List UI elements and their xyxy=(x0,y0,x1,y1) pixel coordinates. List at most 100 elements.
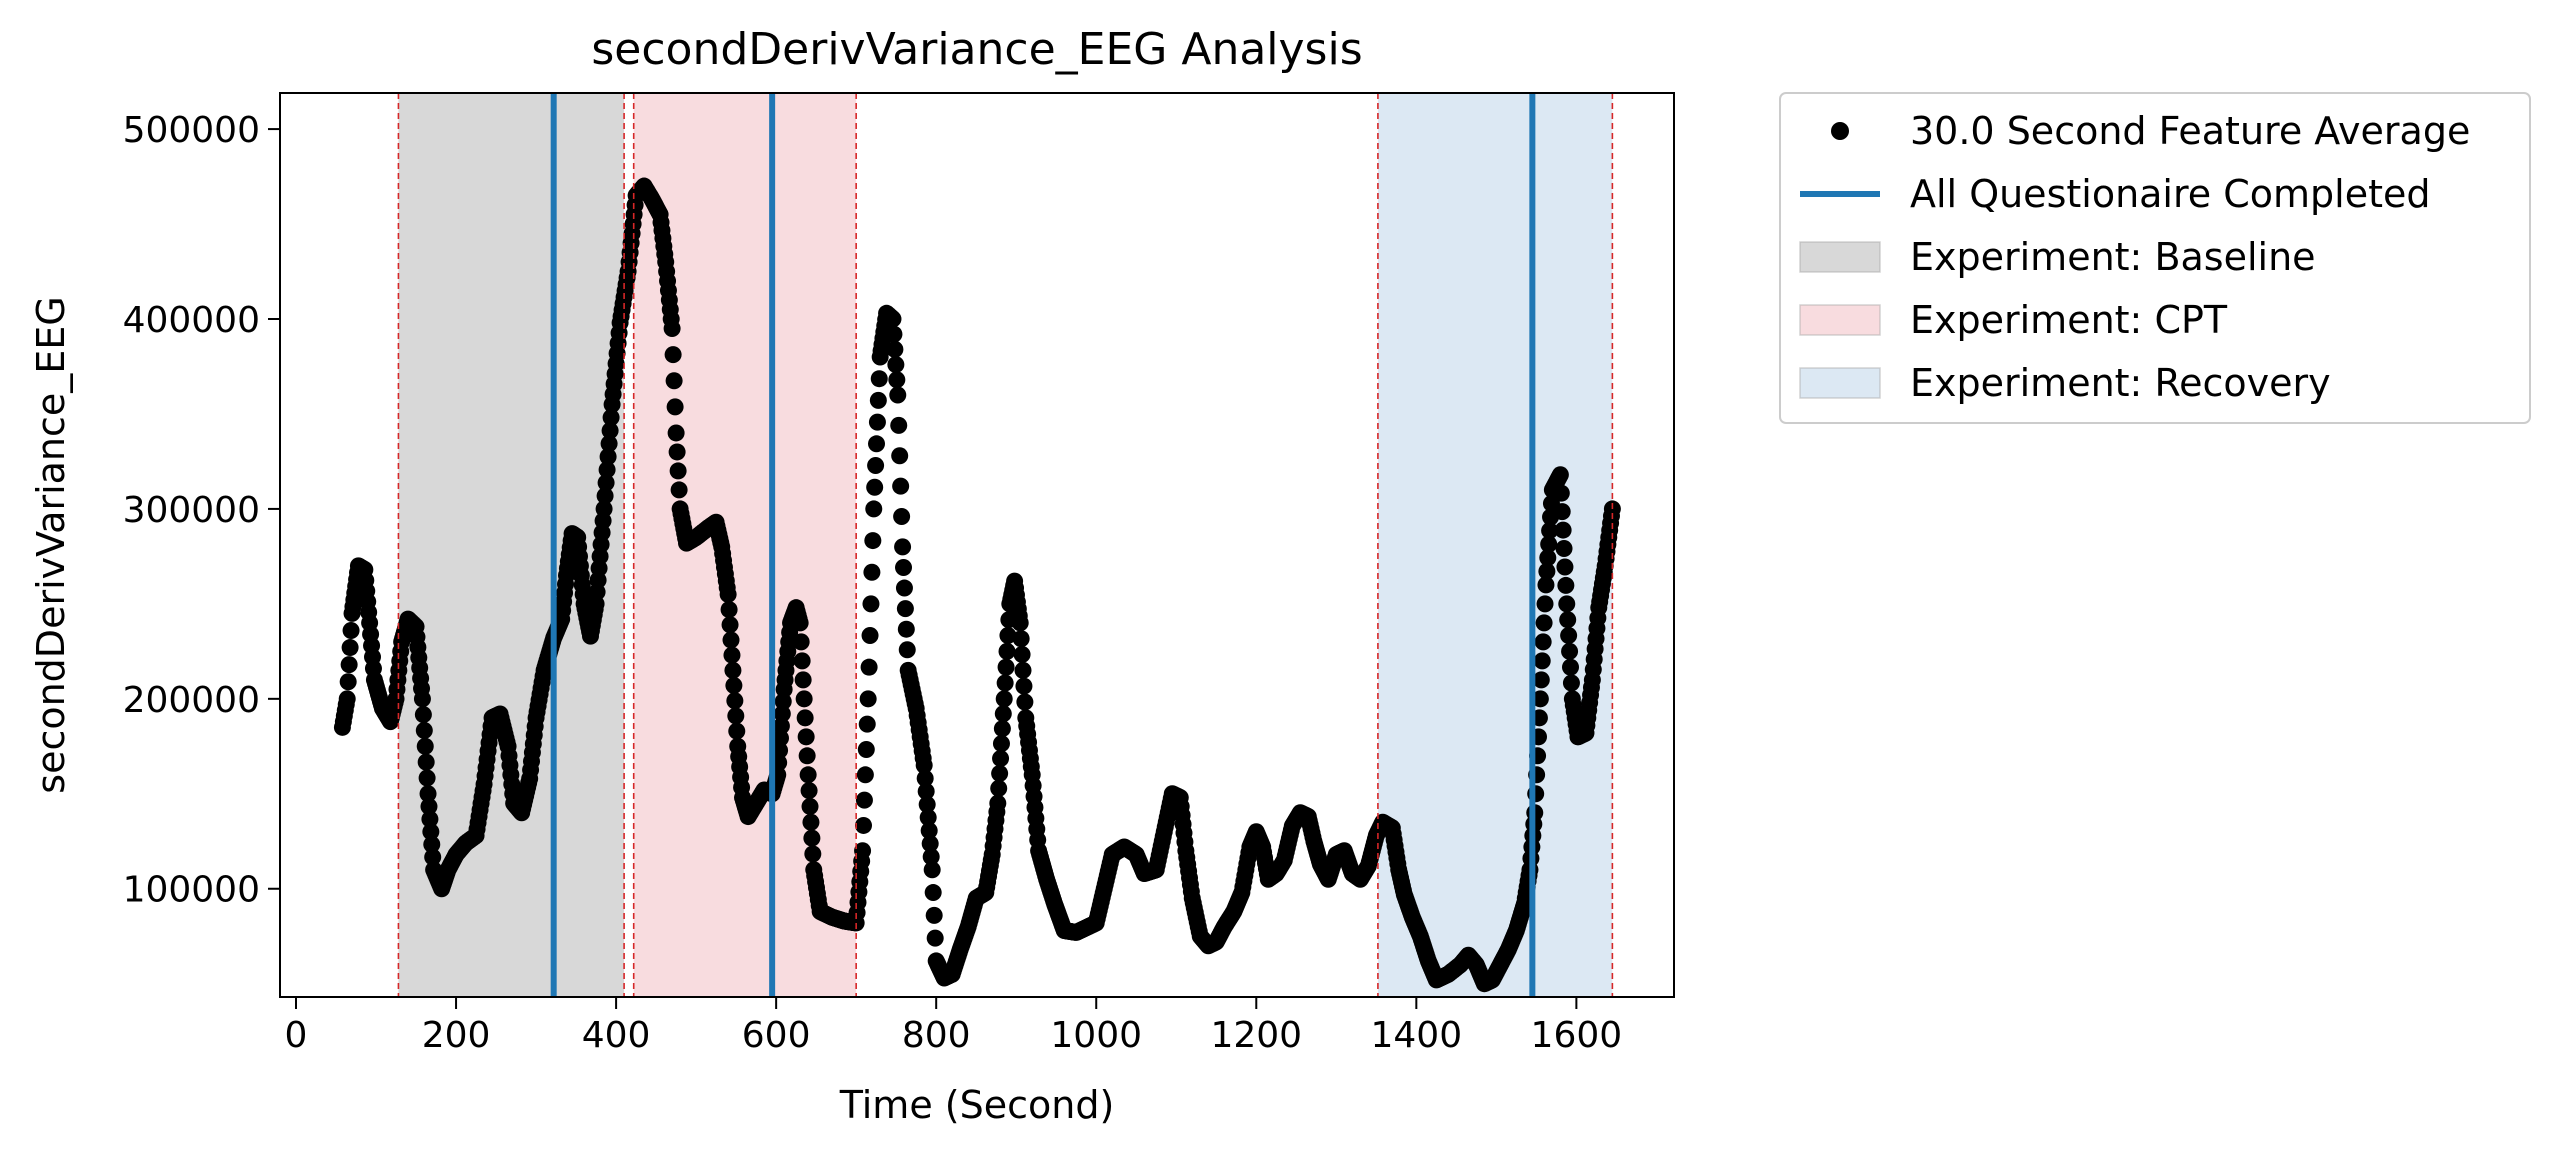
data-point xyxy=(1560,627,1578,645)
data-point xyxy=(727,707,745,725)
data-point xyxy=(887,356,905,374)
data-point xyxy=(921,835,939,853)
data-point xyxy=(1541,522,1559,540)
data-point xyxy=(1557,576,1575,594)
legend-patch-icon xyxy=(1799,241,1881,273)
data-point xyxy=(596,487,614,505)
data-point xyxy=(666,398,684,416)
data-point xyxy=(1562,658,1580,676)
data-point xyxy=(991,764,1009,782)
data-point xyxy=(995,690,1013,708)
data-point xyxy=(598,461,616,479)
x-axis-ticks: 0 200 400 600 800 1000 1200 1400 1600 xyxy=(285,997,1622,1056)
data-point xyxy=(791,614,809,632)
data-point xyxy=(723,646,741,664)
data-point xyxy=(1536,595,1554,613)
data-point xyxy=(1561,642,1579,660)
data-point xyxy=(424,848,442,866)
data-point xyxy=(864,532,882,550)
data-point xyxy=(994,705,1012,723)
data-point xyxy=(801,797,819,815)
data-point xyxy=(423,835,441,853)
data-point xyxy=(1534,633,1552,651)
data-point xyxy=(860,658,878,676)
data-point xyxy=(1537,576,1555,594)
data-point xyxy=(868,435,886,453)
data-point xyxy=(915,756,933,774)
data-point xyxy=(858,715,876,733)
legend-label: Experiment: Baseline xyxy=(1910,235,2316,279)
data-point xyxy=(869,391,887,409)
data-point xyxy=(798,747,816,765)
data-point xyxy=(1559,611,1577,629)
y-tick-label: 500000 xyxy=(123,110,260,151)
data-point xyxy=(418,769,436,787)
data-point xyxy=(722,631,740,649)
data-point xyxy=(602,409,620,427)
data-point xyxy=(799,766,817,784)
data-point xyxy=(1555,540,1573,558)
data-point xyxy=(1014,661,1032,679)
data-point xyxy=(719,585,737,603)
questionnaire-lines xyxy=(550,93,1536,997)
x-tick-label: 1200 xyxy=(1210,1015,1302,1056)
data-point xyxy=(920,822,938,840)
data-point xyxy=(896,600,914,618)
data-point xyxy=(804,845,822,863)
data-point xyxy=(599,448,617,466)
data-point xyxy=(862,595,880,613)
data-point xyxy=(898,641,916,659)
data-point xyxy=(794,671,812,689)
x-tick-label: 1000 xyxy=(1050,1015,1142,1056)
data-point xyxy=(595,500,613,518)
legend: 30.0 Second Feature Average All Questiona… xyxy=(1779,92,2531,424)
data-point xyxy=(1015,677,1033,695)
data-point xyxy=(413,690,431,708)
data-point xyxy=(414,706,432,724)
data-point xyxy=(663,319,681,337)
data-point xyxy=(855,816,873,834)
data-point xyxy=(669,462,687,480)
y-tick-label: 200000 xyxy=(123,680,260,721)
data-point xyxy=(800,782,818,800)
phase-boundary-lines xyxy=(397,93,1614,997)
data-point xyxy=(886,340,904,358)
data-point xyxy=(868,413,886,431)
data-point xyxy=(720,601,738,619)
feature-average-points xyxy=(333,177,1621,993)
data-point xyxy=(341,639,359,657)
data-point xyxy=(924,884,942,902)
data-point xyxy=(894,538,912,556)
data-point xyxy=(916,769,934,787)
data-point xyxy=(870,370,888,388)
legend-item: Experiment: Baseline xyxy=(1799,235,2316,279)
data-point xyxy=(1011,614,1029,632)
data-point xyxy=(859,690,877,708)
data-point xyxy=(1562,674,1580,692)
data-point xyxy=(993,720,1011,738)
legend-item: Experiment: Recovery xyxy=(1799,361,2331,405)
data-point xyxy=(421,810,439,828)
y-tick-label: 100000 xyxy=(123,870,260,911)
data-point xyxy=(889,386,907,404)
data-point xyxy=(1553,503,1571,521)
data-point xyxy=(725,677,743,695)
data-point xyxy=(990,779,1008,797)
data-point xyxy=(796,709,814,727)
data-point xyxy=(726,692,744,710)
y-tick-label: 300000 xyxy=(123,490,260,531)
data-point xyxy=(668,443,686,461)
data-point xyxy=(417,753,435,771)
data-point xyxy=(992,750,1010,768)
data-point xyxy=(854,842,872,860)
data-point xyxy=(856,766,874,784)
data-point xyxy=(919,809,937,827)
x-tick-label: 600 xyxy=(742,1015,811,1056)
data-point xyxy=(664,346,682,364)
data-point xyxy=(792,633,810,651)
data-point xyxy=(855,791,873,809)
data-point xyxy=(774,693,792,711)
data-point xyxy=(997,658,1015,676)
x-tick-label: 200 xyxy=(422,1015,491,1056)
